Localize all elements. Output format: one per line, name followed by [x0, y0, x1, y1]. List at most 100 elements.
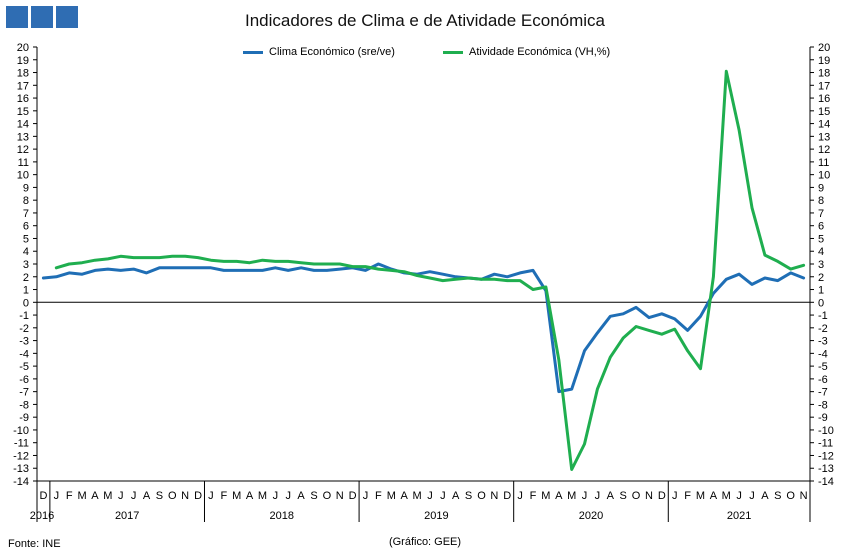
- x-tick-label-month: D: [39, 490, 47, 502]
- x-tick-label-month: F: [220, 490, 227, 502]
- y-tick-label-right: 8: [818, 195, 824, 207]
- source-note: Fonte: INE: [8, 538, 61, 550]
- x-tick-label-year: 2019: [424, 510, 448, 522]
- y-tick-label-left: 6: [23, 221, 29, 233]
- y-tick-label-right: -10: [818, 425, 834, 437]
- x-tick-label-month: J: [54, 490, 60, 502]
- x-tick-label-month: J: [118, 490, 124, 502]
- y-tick-label-left: -2: [19, 323, 29, 335]
- y-tick-label-right: -13: [818, 463, 834, 475]
- x-tick-label-month: J: [582, 490, 588, 502]
- x-tick-label-year: 2018: [270, 510, 294, 522]
- x-tick-label-month: J: [736, 490, 742, 502]
- y-tick-label-right: -7: [818, 387, 828, 399]
- y-tick-label-right: 11: [818, 157, 829, 169]
- x-tick-label-month: A: [91, 490, 99, 502]
- logo-square-icon: [6, 6, 28, 28]
- y-tick-label-left: -1: [19, 310, 29, 322]
- legend-item-atividade: Atividade Económica (VH,%): [443, 46, 610, 58]
- y-tick-label-right: 16: [818, 93, 830, 105]
- chart-title: Indicadores de Clima e de Atividade Econ…: [244, 11, 606, 30]
- y-tick-label-left: 15: [17, 106, 29, 118]
- x-tick-label-month: F: [66, 490, 73, 502]
- y-tick-label-left: -12: [13, 450, 29, 462]
- y-tick-label-left: -9: [19, 412, 29, 424]
- y-tick-label-right: 5: [818, 233, 824, 245]
- y-tick-label-right: 17: [818, 80, 830, 92]
- x-tick-label-month: S: [774, 490, 781, 502]
- series-line-clima: [41, 262, 806, 394]
- y-tick-label-left: 16: [17, 93, 29, 105]
- x-tick-label-month: M: [78, 490, 87, 502]
- y-tick-label-left: 20: [17, 42, 29, 54]
- y-tick-label-left: 0: [23, 297, 29, 309]
- y-tick-label-right: -4: [818, 348, 828, 360]
- x-tick-label-month: S: [310, 490, 317, 502]
- x-tick-label-month: J: [285, 490, 291, 502]
- x-tick-label-month: F: [684, 490, 691, 502]
- y-tick-label-right: -12: [818, 450, 834, 462]
- x-tick-label-month: D: [658, 490, 666, 502]
- y-tick-label-right: 10: [818, 170, 830, 182]
- x-tick-label-month: N: [645, 490, 653, 502]
- y-tick-label-right: -5: [818, 361, 828, 373]
- legend-swatch-clima: [243, 50, 263, 54]
- x-tick-label-month: N: [181, 490, 189, 502]
- y-tick-label-left: -13: [13, 463, 29, 475]
- y-tick-label-left: 8: [23, 195, 29, 207]
- y-tick-label-right: -2: [818, 323, 828, 335]
- x-tick-label-month: M: [567, 490, 576, 502]
- logo-square-icon: [56, 6, 78, 28]
- x-tick-label-month: A: [297, 490, 305, 502]
- y-tick-label-right: 12: [818, 144, 830, 156]
- y-tick-label-right: 7: [818, 208, 824, 220]
- x-tick-label-month: J: [595, 490, 601, 502]
- y-tick-label-right: -11: [818, 438, 833, 450]
- x-tick-label-year: 2021: [727, 510, 751, 522]
- y-tick-label-right: 0: [818, 297, 824, 309]
- x-tick-label-month: M: [541, 490, 550, 502]
- x-tick-label-month: A: [710, 490, 718, 502]
- x-tick-label-month: A: [143, 490, 151, 502]
- y-tick-label-right: 15: [818, 106, 830, 118]
- x-tick-label-month: O: [477, 490, 486, 502]
- x-tick-label-month: D: [349, 490, 357, 502]
- x-tick-label-month: J: [208, 490, 214, 502]
- x-tick-label-month: D: [503, 490, 511, 502]
- x-tick-label-month: A: [555, 490, 563, 502]
- y-tick-label-left: 7: [23, 208, 29, 220]
- x-tick-label-month: O: [786, 490, 795, 502]
- x-tick-label-month: D: [194, 490, 202, 502]
- y-tick-label-left: 2: [23, 272, 29, 284]
- y-tick-label-right: 20: [818, 42, 830, 54]
- x-tick-label-month: J: [363, 490, 369, 502]
- y-tick-label-left: 14: [17, 119, 29, 131]
- x-tick-label-month: N: [800, 490, 808, 502]
- y-tick-label-right: 18: [818, 68, 830, 80]
- legend-swatch-atividade: [443, 50, 463, 54]
- y-tick-label-right: 19: [818, 55, 830, 67]
- x-tick-label-month: O: [323, 490, 332, 502]
- x-tick-label-month: S: [465, 490, 472, 502]
- y-tick-label-right: 14: [818, 119, 830, 131]
- x-tick-label-month: J: [672, 490, 678, 502]
- y-tick-label-left: 19: [17, 55, 29, 67]
- y-tick-label-left: -11: [14, 438, 29, 450]
- legend-label-atividade: Atividade Económica (VH,%): [469, 46, 611, 58]
- x-tick-label-month: O: [168, 490, 177, 502]
- y-tick-label-right: -9: [818, 412, 828, 424]
- y-tick-label-left: 3: [23, 259, 29, 271]
- y-tick-label-right: 9: [818, 182, 824, 194]
- x-tick-label-month: O: [632, 490, 641, 502]
- x-tick-label-month: N: [490, 490, 498, 502]
- x-tick-label-month: A: [607, 490, 615, 502]
- x-tick-label-month: A: [401, 490, 409, 502]
- x-tick-label-month: A: [761, 490, 769, 502]
- y-tick-label-left: 11: [18, 157, 29, 169]
- y-tick-label-left: 10: [17, 170, 29, 182]
- x-tick-label-year: 2020: [579, 510, 603, 522]
- y-tick-label-right: 1: [818, 285, 824, 297]
- ine-logo: [6, 6, 78, 28]
- y-tick-label-right: 2: [818, 272, 824, 284]
- logo-square-icon: [31, 6, 53, 28]
